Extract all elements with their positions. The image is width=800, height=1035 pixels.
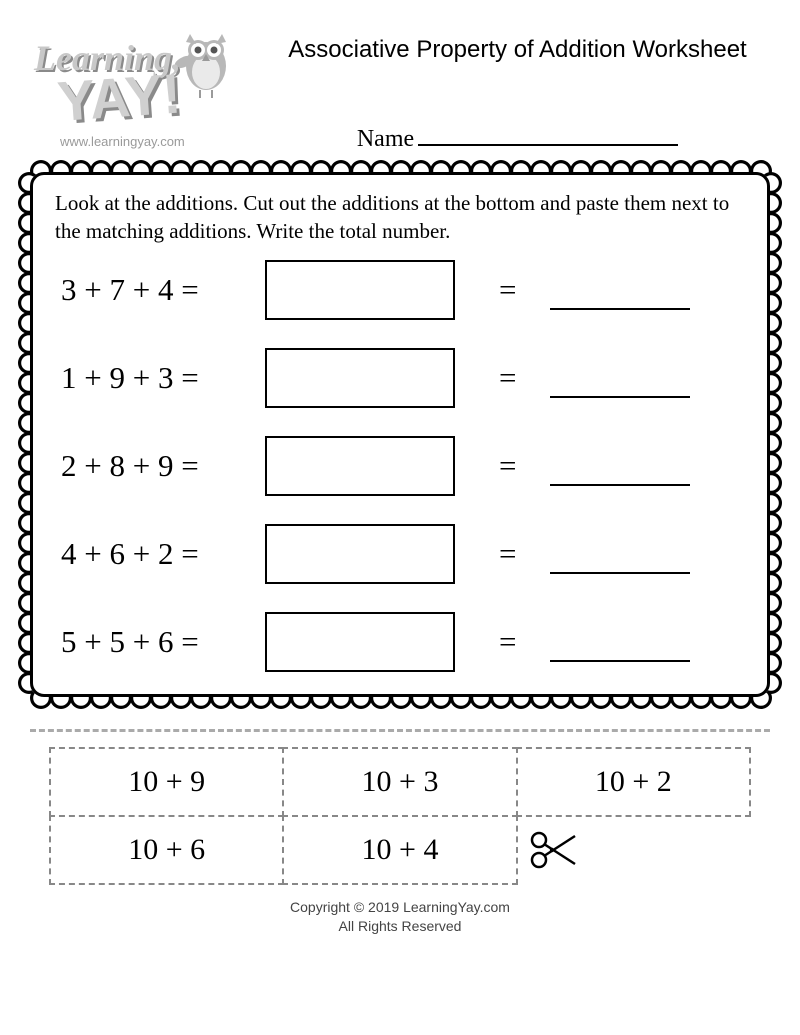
- problem-expression: 2 + 8 + 9 =: [61, 448, 251, 484]
- answer-line[interactable]: [550, 308, 690, 310]
- cutout-grid: 10 + 9 10 + 3 10 + 2 10 + 6 10 + 4: [50, 748, 750, 884]
- equals-sign: =: [499, 448, 516, 484]
- cutout-card[interactable]: 10 + 4: [282, 815, 517, 885]
- problem-expression: 3 + 7 + 4 =: [61, 272, 251, 308]
- cutout-card[interactable]: 10 + 9: [49, 747, 284, 817]
- instructions-text: Look at the additions. Cut out the addit…: [55, 189, 745, 246]
- name-input-line[interactable]: [418, 144, 678, 146]
- problem-expression: 4 + 6 + 2 =: [61, 536, 251, 572]
- equals-sign: =: [499, 536, 516, 572]
- worksheet-title: Associative Property of Addition Workshe…: [265, 36, 770, 64]
- problem-row: 5 + 5 + 6 = =: [61, 612, 745, 672]
- equals-sign: =: [499, 272, 516, 308]
- problem-expression: 1 + 9 + 3 =: [61, 360, 251, 396]
- equals-sign: =: [499, 360, 516, 396]
- paste-box[interactable]: [265, 524, 455, 584]
- problems-list: 3 + 7 + 4 = = 1 + 9 + 3 = = 2 + 8 + 9 = …: [55, 260, 745, 672]
- scissors-icon: [517, 816, 750, 884]
- rights-line: All Rights Reserved: [30, 917, 770, 937]
- problem-expression: 5 + 5 + 6 =: [61, 624, 251, 660]
- worksheet-box: Look at the additions. Cut out the addit…: [30, 172, 770, 697]
- cut-divider-line: [30, 729, 770, 732]
- paste-box[interactable]: [265, 348, 455, 408]
- answer-line[interactable]: [550, 484, 690, 486]
- paste-box[interactable]: [265, 612, 455, 672]
- learning-yay-logo: Learning, Learning, YAY! YAY! www.learni…: [30, 18, 245, 158]
- footer: Copyright © 2019 LearningYay.com All Rig…: [30, 898, 770, 937]
- answer-line[interactable]: [550, 396, 690, 398]
- copyright-line: Copyright © 2019 LearningYay.com: [30, 898, 770, 918]
- problem-row: 3 + 7 + 4 = =: [61, 260, 745, 320]
- equals-sign: =: [499, 624, 516, 660]
- cutout-card[interactable]: 10 + 6: [49, 815, 284, 885]
- header: Learning, Learning, YAY! YAY! www.learni…: [30, 18, 770, 158]
- name-label: Name: [357, 126, 414, 153]
- paste-box[interactable]: [265, 436, 455, 496]
- problem-row: 1 + 9 + 3 = =: [61, 348, 745, 408]
- answer-line[interactable]: [550, 660, 690, 662]
- problem-row: 2 + 8 + 9 = =: [61, 436, 745, 496]
- cutout-card[interactable]: 10 + 2: [516, 747, 751, 817]
- name-field-row: Name: [265, 126, 770, 153]
- logo: Learning, Learning, YAY! YAY! www.learni…: [30, 18, 245, 158]
- problem-row: 4 + 6 + 2 = =: [61, 524, 745, 584]
- answer-line[interactable]: [550, 572, 690, 574]
- paste-box[interactable]: [265, 260, 455, 320]
- svg-text:YAY!: YAY!: [55, 62, 183, 133]
- cutout-card[interactable]: 10 + 3: [282, 747, 517, 817]
- logo-url: www.learningyay.com: [59, 134, 185, 149]
